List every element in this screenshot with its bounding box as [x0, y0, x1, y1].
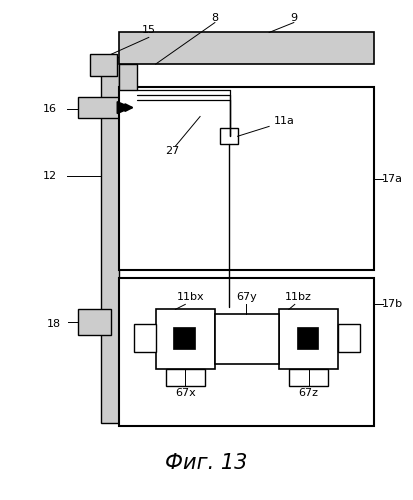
Text: 67z: 67z	[299, 388, 318, 398]
Text: 11bx: 11bx	[176, 292, 204, 302]
Text: 12: 12	[43, 171, 57, 181]
Bar	[102, 57, 119, 423]
Bar	[220, 128, 237, 144]
Text: 11a: 11a	[273, 116, 294, 126]
Bar	[297, 327, 318, 349]
Text: 9: 9	[290, 12, 297, 22]
Bar	[156, 310, 215, 368]
Text: Фиг. 13: Фиг. 13	[165, 452, 247, 472]
Bar	[173, 327, 195, 349]
Text: 11bz: 11bz	[285, 292, 312, 302]
Polygon shape	[117, 102, 131, 114]
Bar	[78, 96, 119, 118]
Text: 67x: 67x	[175, 388, 196, 398]
Bar	[279, 310, 338, 368]
Bar	[119, 64, 137, 90]
Text: 18: 18	[47, 319, 61, 329]
Text: 67y: 67y	[236, 292, 257, 302]
Text: 27: 27	[165, 146, 180, 156]
Bar	[119, 87, 374, 270]
Bar	[134, 324, 156, 352]
Bar	[90, 54, 117, 76]
Bar	[215, 314, 279, 364]
Bar	[338, 324, 360, 352]
Text: 17a: 17a	[382, 174, 403, 184]
Bar	[78, 310, 111, 335]
Text: 15: 15	[142, 26, 156, 36]
Bar	[289, 368, 328, 386]
Text: 16: 16	[43, 104, 57, 114]
Bar	[119, 32, 374, 64]
Text: 17b: 17b	[382, 300, 403, 310]
Bar	[166, 368, 205, 386]
Text: 8: 8	[211, 12, 218, 22]
Bar	[119, 278, 374, 426]
